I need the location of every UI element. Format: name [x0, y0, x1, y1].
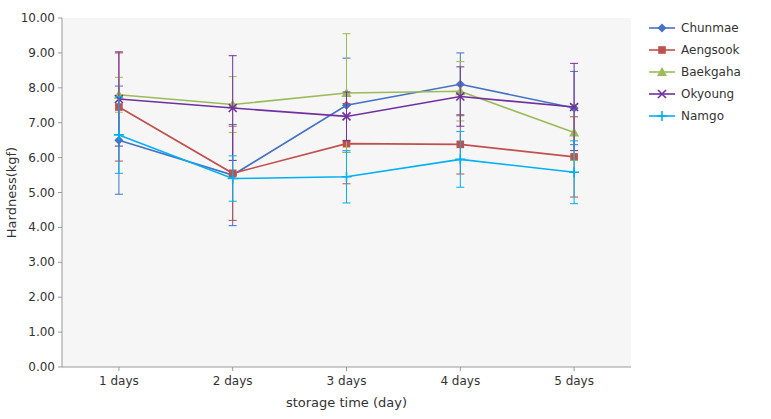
point [343, 112, 351, 120]
x-tick-label: 1 days [99, 374, 139, 388]
y-tick [58, 227, 62, 228]
y-tick-label: 6.00 [28, 151, 55, 165]
y-axis-label: Hardness(kgf) [4, 147, 19, 238]
error-bar [456, 131, 464, 187]
x-tick-label: 4 days [440, 374, 480, 388]
legend-marker [657, 67, 667, 76]
legend: Chunmae Aengsook Baekgaha Okyoung Namgo [649, 21, 741, 123]
y-tick-label: 5.00 [28, 186, 55, 200]
x-tick [346, 367, 347, 371]
x-tick [460, 367, 461, 371]
x-tick-label: 2 days [213, 374, 253, 388]
error-bar [229, 156, 237, 201]
x-axis-label: storage time (day) [286, 395, 407, 410]
point [456, 93, 464, 101]
point [228, 174, 238, 184]
point [229, 104, 237, 112]
series [114, 97, 579, 204]
y-tick-label: 1.00 [28, 325, 55, 339]
y-tick-label: 2.00 [28, 290, 55, 304]
legend-marker [658, 24, 667, 33]
error-bar [343, 151, 351, 203]
background [0, 0, 771, 419]
y-tick [58, 122, 62, 123]
x-tick [118, 367, 119, 371]
legend-label: Namgo [681, 109, 724, 123]
legend-label: Chunmae [681, 21, 739, 35]
error-bar [343, 34, 351, 153]
error-bar [115, 86, 123, 194]
error-bar [115, 97, 123, 174]
legend-label: Aengsook [681, 43, 740, 57]
y-tick-label: 7.00 [28, 116, 55, 130]
point [569, 167, 579, 177]
y-tick [58, 52, 62, 53]
y-tick-label: 10.00 [21, 11, 55, 25]
error-bar [229, 56, 237, 161]
series [115, 52, 578, 161]
y-tick-label: 8.00 [28, 81, 55, 95]
chart: 1 days 2 days 3 days 4 days 5 days 0.00 1.00 2.… [0, 0, 771, 419]
legend-label: Okyoung [681, 87, 734, 101]
point [455, 154, 465, 164]
y-tick [58, 332, 62, 333]
legend-label: Baekgaha [681, 65, 741, 79]
y-tick-label: 0.00 [28, 360, 55, 374]
point [114, 130, 124, 140]
y-tick [58, 18, 62, 19]
error-bar [343, 92, 351, 141]
y-tick [58, 157, 62, 158]
y-tick [58, 367, 62, 368]
y-tick [58, 87, 62, 88]
legend-marker [657, 111, 667, 121]
y-tick [58, 192, 62, 193]
error-bar [456, 67, 464, 126]
x-tick [232, 367, 233, 371]
y-tick [58, 297, 62, 298]
error-bar [570, 63, 578, 150]
x-tick-label: 5 days [554, 374, 594, 388]
legend-marker [658, 46, 666, 54]
x-tick-label: 3 days [327, 374, 367, 388]
y-tick [58, 262, 62, 263]
series [114, 34, 579, 161]
point [570, 103, 578, 111]
y-tick-label: 9.00 [28, 46, 55, 60]
y-tick-label: 3.00 [28, 255, 55, 269]
plot-marks [114, 34, 579, 226]
legend-marker [658, 90, 666, 98]
x-tick [574, 367, 575, 371]
plot-area [62, 18, 631, 367]
error-bar [570, 141, 578, 204]
y-tick-label: 4.00 [28, 220, 55, 234]
point [342, 172, 352, 182]
